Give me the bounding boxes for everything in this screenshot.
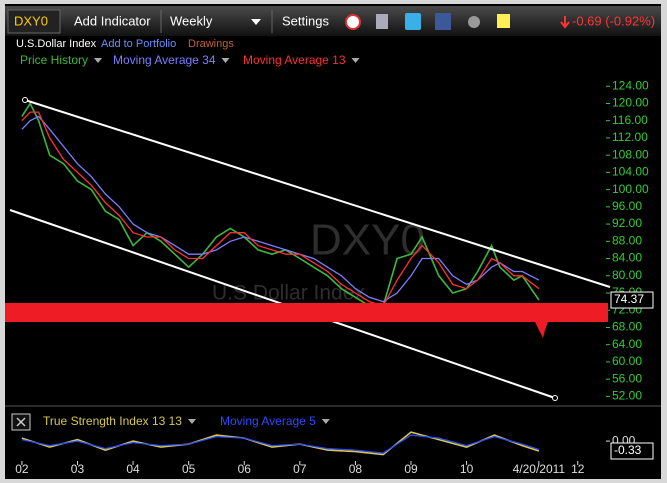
y-tick-label: 108.00 <box>612 147 649 161</box>
legend-dropdown[interactable] <box>187 419 196 424</box>
y-tick-label: 124.00 <box>612 78 649 92</box>
y-tick-label: 68.00 <box>612 320 642 334</box>
legend-entry[interactable]: Moving Average 5 <box>220 414 316 428</box>
series-line <box>21 115 540 303</box>
alarm-icon[interactable] <box>345 14 361 30</box>
y-tick-label: 64.00 <box>612 337 642 351</box>
trend-handle <box>22 97 28 103</box>
legend-entry[interactable]: Moving Average 13 <box>243 53 346 67</box>
x-tick-label: 09 <box>404 462 418 476</box>
red-arrow <box>535 322 548 338</box>
y-tick-label: 100.00 <box>612 182 649 196</box>
y-tick-label: 92.00 <box>612 216 642 230</box>
twitter-icon[interactable] <box>405 13 421 30</box>
down-arrow <box>560 16 570 29</box>
pages-icon[interactable] <box>376 14 388 29</box>
last-value-label: -0.33 <box>614 443 642 457</box>
x-tick-label: 4/20/2011 <box>513 462 566 476</box>
y-tick-label: 112.00 <box>612 130 648 144</box>
x-tick-label: 04 <box>126 462 140 476</box>
x-tick-label: 07 <box>293 462 307 476</box>
settings[interactable]: Settings <box>282 13 329 28</box>
dropdown-arrow[interactable] <box>251 19 261 25</box>
x-tick-label: 10 <box>460 462 474 476</box>
x-tick-label: 05 <box>182 462 196 476</box>
drawings[interactable]: Drawings <box>188 38 234 50</box>
legend-entry[interactable]: Moving Average 34 <box>113 53 216 67</box>
highlight-band <box>5 303 608 322</box>
add-indicator[interactable]: Add Indicator <box>74 13 151 28</box>
y-tick-label: 80.00 <box>612 268 642 282</box>
close-x[interactable] <box>16 417 26 427</box>
legend-dropdown[interactable] <box>321 419 330 424</box>
legend-dropdown[interactable] <box>221 58 230 63</box>
legend-dropdown[interactable] <box>351 58 360 63</box>
y-tick-label: 60.00 <box>612 354 642 368</box>
legend-entry[interactable]: Price History <box>20 53 88 67</box>
last-value-box <box>610 442 654 460</box>
y-tick-label: 104.00 <box>612 165 649 179</box>
series-line <box>21 431 540 456</box>
trend-line <box>24 99 611 288</box>
y-tick-label: 88.00 <box>612 233 642 247</box>
symbol: DXY0 <box>14 13 48 28</box>
y-tick-label: 52.00 <box>612 389 642 403</box>
x-tick-label: 02 <box>15 462 29 476</box>
facebook-icon[interactable] <box>435 13 451 30</box>
y-tick-label: 120.00 <box>612 96 649 110</box>
symbol-box[interactable] <box>7 9 61 34</box>
trend-handle <box>552 395 558 401</box>
instrument-name: U.S.Dollar Index <box>16 38 97 50</box>
x-tick-label: 12 <box>571 462 585 476</box>
x-tick-label: 06 <box>238 462 252 476</box>
x-tick-label: 03 <box>71 462 85 476</box>
y-tick-label: 96.00 <box>612 199 642 213</box>
y-tick-label: 56.00 <box>612 371 642 385</box>
last-value-box <box>610 291 654 309</box>
x-tick-label: 08 <box>349 462 363 476</box>
series-line <box>21 434 540 454</box>
camera-icon[interactable] <box>468 16 480 28</box>
y-tick-label: 84.00 <box>612 251 642 265</box>
y-tick-label: 116.00 <box>612 113 648 127</box>
price-change: -0.69 (-0.92%) <box>572 13 655 28</box>
interval[interactable]: Weekly <box>170 13 213 28</box>
legend-dropdown[interactable] <box>94 58 103 63</box>
series-line <box>21 111 540 307</box>
note-icon[interactable] <box>497 14 510 28</box>
chart-window <box>5 4 661 479</box>
last-value-label: 74.37 <box>614 292 644 306</box>
legend-entry[interactable]: True Strength Index 13 13 <box>43 414 182 428</box>
watermark-subtitle: U.S Dollar Index <box>212 282 365 305</box>
toolbar <box>5 6 661 36</box>
add-to-portfolio[interactable]: Add to Portfolio <box>101 38 176 50</box>
